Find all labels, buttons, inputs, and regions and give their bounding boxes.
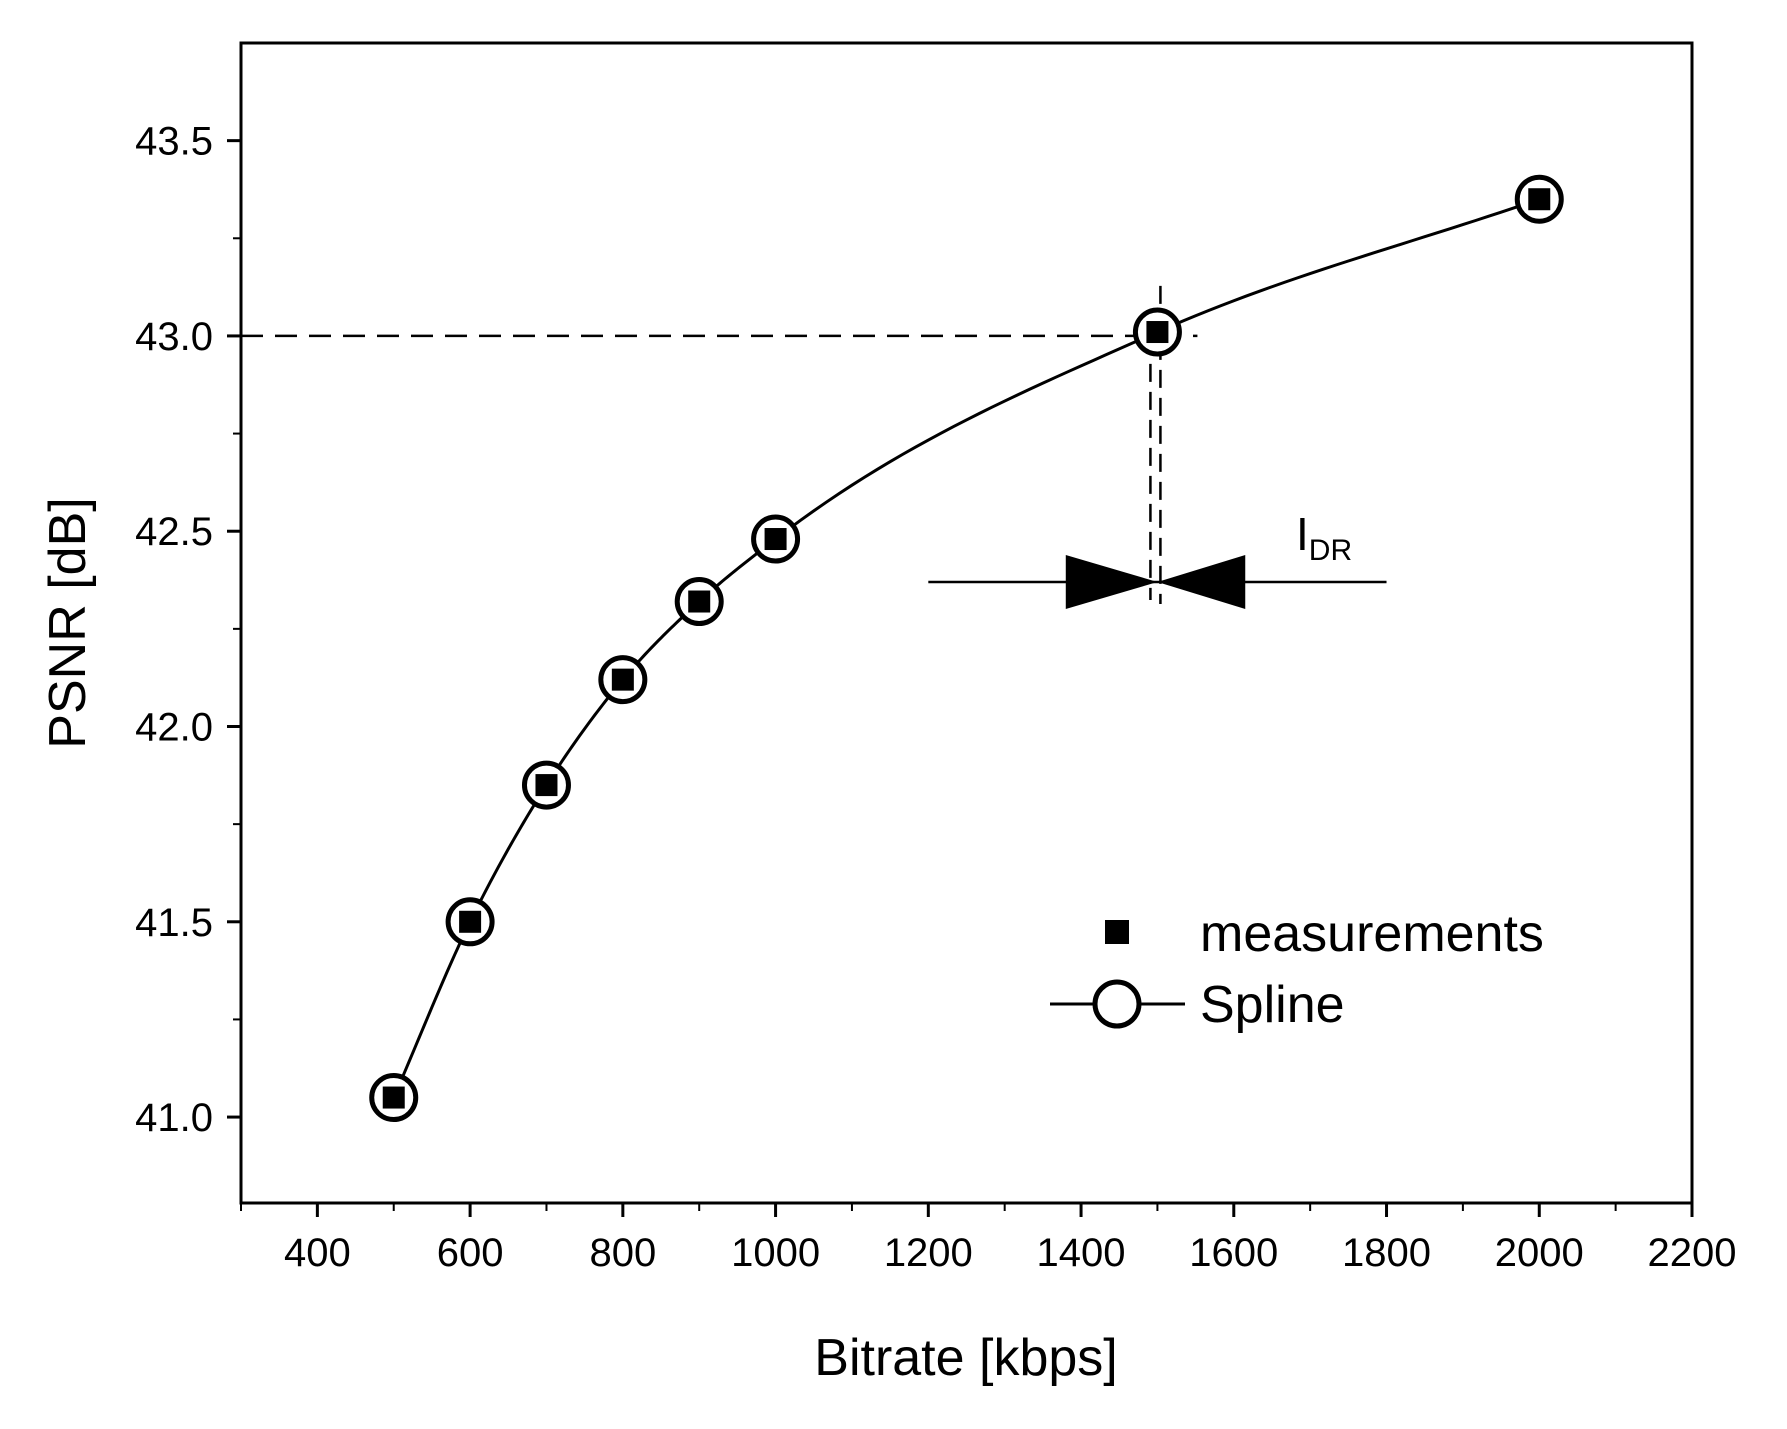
legend-label-measurements: measurements [1200,905,1544,963]
measurement-point [688,590,711,613]
y-tick-label: 43.5 [135,120,213,164]
y-axis-tick-labels: 41.0 41.5 42.0 42.5 43.0 43.5 [135,120,213,1140]
spline-series [392,197,1540,1099]
measurement-point [1528,188,1551,211]
x-tick-label: 2000 [1495,1231,1584,1275]
y-axis-label: PSNR [dB] [39,497,97,748]
x-tick-label: 1400 [1037,1231,1126,1275]
legend: measurements Spline [1050,905,1544,1034]
plot-frame [239,41,1694,1205]
measurement-point [459,910,482,933]
x-axis-tick-labels: 400 600 800 1000 1200 1400 1600 1800 2000 2200 [284,1231,1736,1275]
x-tick-label: 1600 [1189,1231,1278,1275]
x-axis-label: Bitrate [kbps] [814,1329,1117,1387]
y-tick-label: 42.0 [135,706,213,750]
interval-arrow-right [1157,554,1246,609]
x-tick-label: 1800 [1342,1231,1431,1275]
y-tick-label: 41.5 [135,901,213,945]
interval-label: IDR [1296,508,1352,567]
interval-label-main: I [1296,508,1309,560]
x-tick-label: 2200 [1648,1231,1737,1275]
measurement-point [764,528,787,551]
interval-annotation [928,554,1387,609]
measurement-point [1146,321,1169,344]
spline-curve [392,197,1540,1099]
y-tick-label: 42.5 [135,510,213,554]
legend-label-spline: Spline [1200,976,1345,1034]
legend-marker-spline [1092,979,1142,1029]
plot-area-border [239,41,1694,1205]
measurement-markers [382,188,1551,1109]
x-tick-label: 600 [437,1231,504,1275]
interval-arrow-left [1065,554,1158,609]
x-tick-label: 1200 [884,1231,973,1275]
measurement-point [535,774,558,797]
measurement-point [611,668,634,691]
x-tick-label: 800 [589,1231,656,1275]
x-tick-label: 400 [284,1231,351,1275]
x-axis-ticks [240,1203,1694,1217]
y-tick-label: 41.0 [135,1096,213,1140]
y-axis-ticks [227,139,241,1119]
measurement-point [382,1086,405,1109]
y-tick-label: 43.0 [135,315,213,359]
legend-marker-measurements [1105,920,1129,944]
x-tick-label: 1000 [731,1231,820,1275]
interval-label-subscript: DR [1309,534,1352,567]
spline-markers [369,174,1564,1123]
reference-lines [241,285,1198,604]
